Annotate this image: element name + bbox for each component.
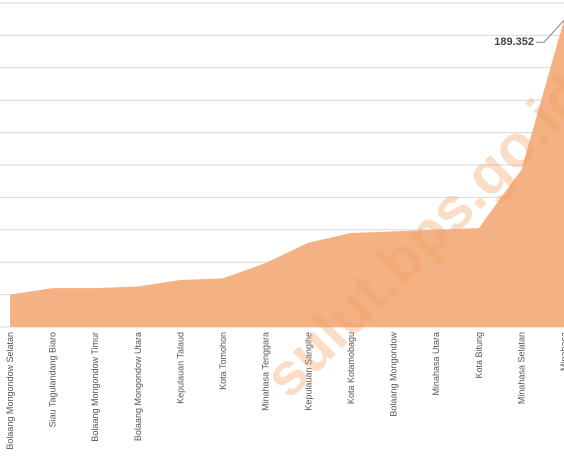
x-tick-label: Kepulauan Sangihe <box>303 332 313 411</box>
x-tick-label: Minahasa Utara <box>431 332 441 396</box>
data-label: 189.352 <box>494 36 534 48</box>
marks <box>10 20 564 328</box>
x-tick-label: Kepulauan Talaud <box>175 332 185 404</box>
x-tick-label: Bolaang Mongondow Selatan <box>5 332 15 450</box>
x-tick-label: Minahasa Tenggara <box>261 332 271 411</box>
x-tick-label: Siau Tagulandang Biaro <box>48 332 58 427</box>
x-tick-label: Bolaang Mongondow Timur <box>90 332 100 442</box>
x-tick-label: Bolaang Mongondow <box>389 332 399 417</box>
labels: Bolaang Mongondow Selatan Siau Tagulandan… <box>5 19 564 450</box>
x-tick-label: Kota Kotamobagu <box>346 332 356 404</box>
area <box>10 20 564 328</box>
x-tick-label: Minahasa Selatan <box>516 332 526 404</box>
x-tick-label: Bolaang Mongondow Utara <box>133 332 143 441</box>
x-tick-label: Kota Bitung <box>474 332 484 379</box>
x-tick-label: Minahasa <box>559 332 564 371</box>
annotation-leader <box>536 19 564 43</box>
x-tick-label: Kota Tomohon <box>218 332 228 390</box>
